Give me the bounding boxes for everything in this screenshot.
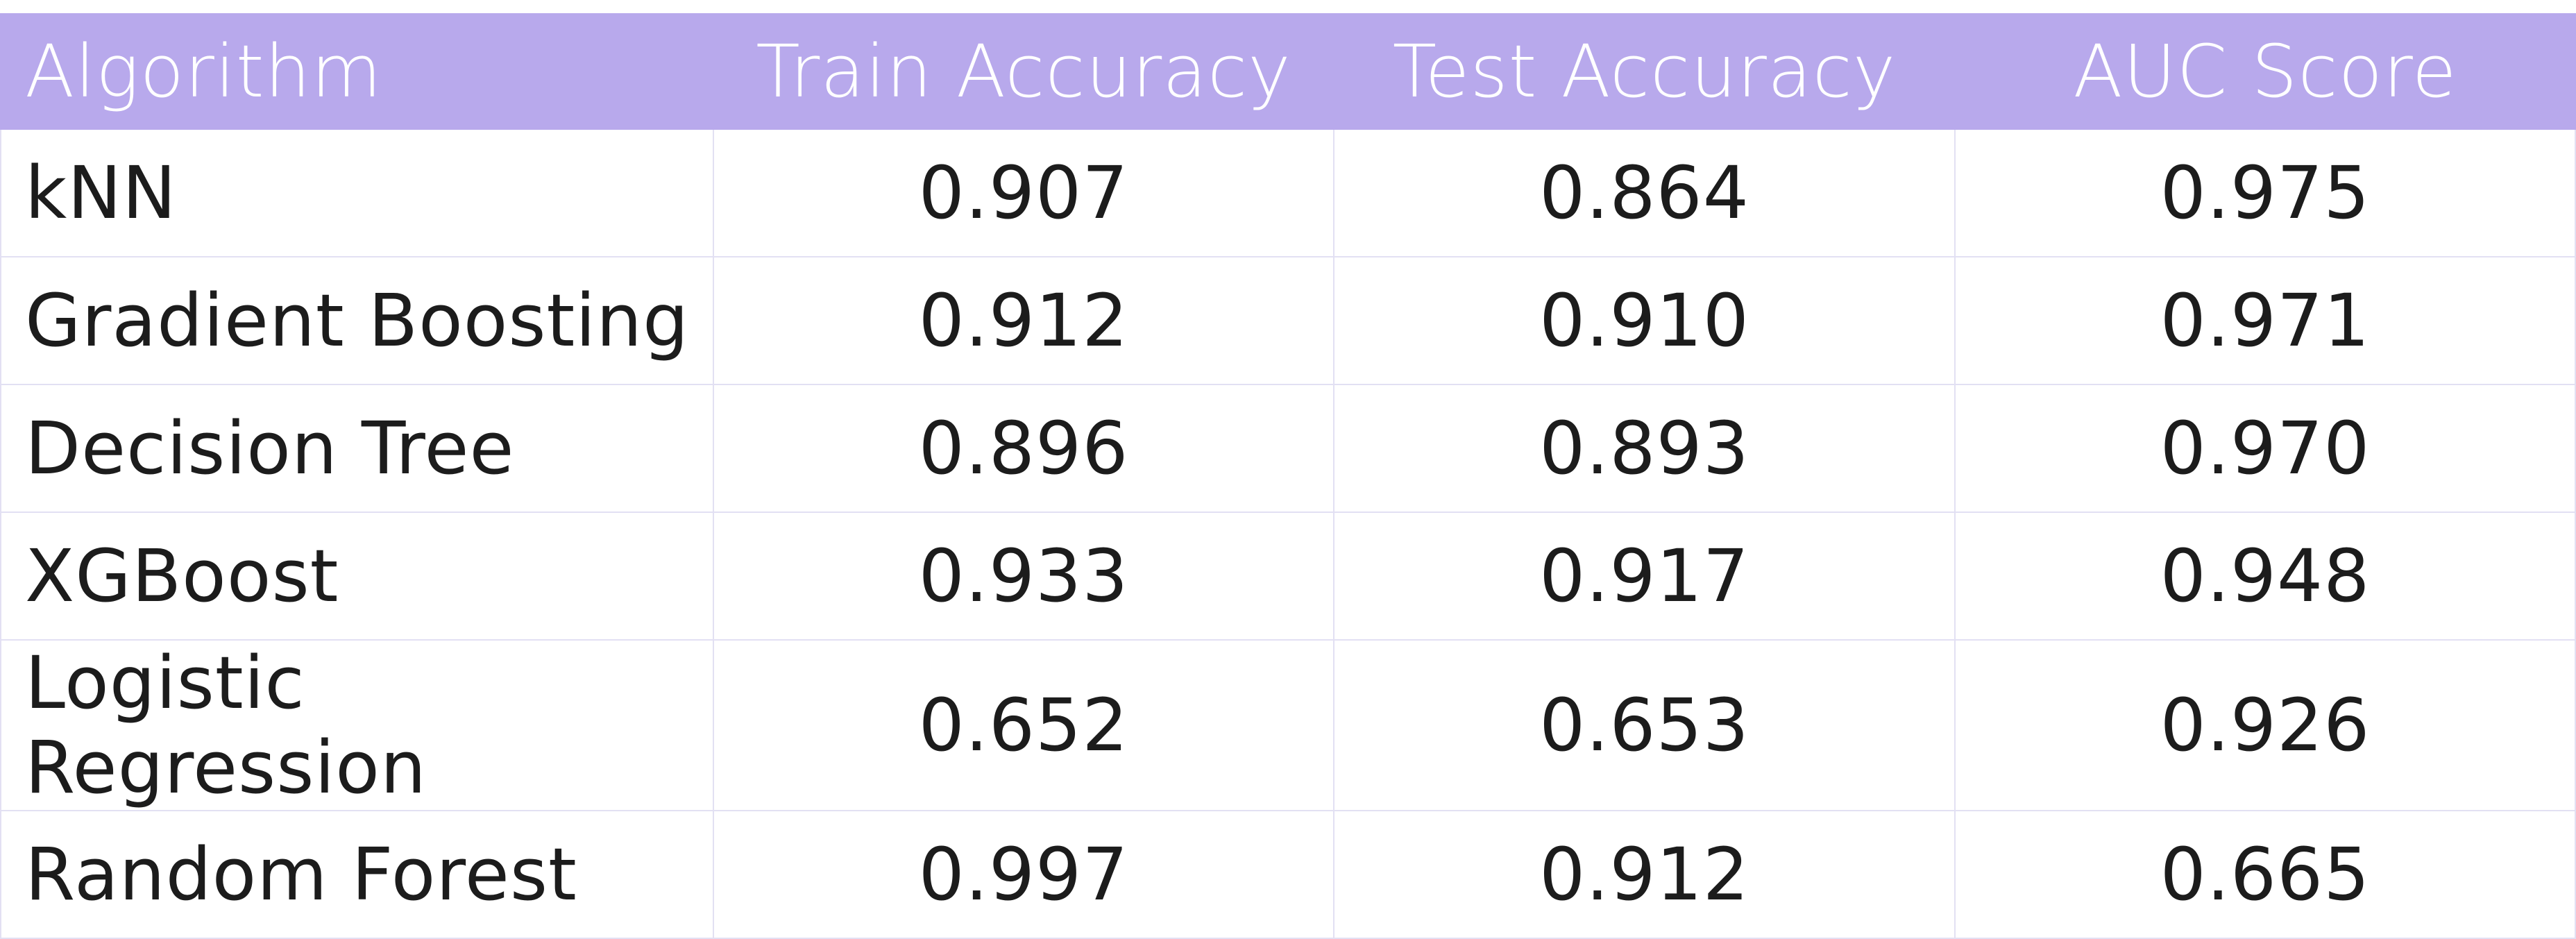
test-accuracy-cell: 0.917 (1333, 511, 1956, 641)
train-accuracy-cell: 0.907 (713, 128, 1334, 257)
algorithm-cell: kNN (0, 128, 714, 257)
test-accuracy-cell: 0.653 (1333, 639, 1956, 811)
header-row: Algorithm Train Accuracy Test Accuracy A… (0, 13, 2576, 130)
algorithm-cell: Gradient Boosting (0, 256, 714, 385)
results-table: Algorithm Train Accuracy Test Accuracy A… (0, 13, 2576, 939)
header-train-accuracy: Train Accuracy (713, 13, 1334, 130)
algorithm-cell: Decision Tree (0, 384, 714, 513)
test-accuracy-cell: 0.864 (1333, 128, 1956, 257)
table-row: Gradient Boosting 0.912 0.910 0.971 (0, 256, 2576, 385)
header-algorithm: Algorithm (0, 13, 714, 130)
train-accuracy-cell: 0.896 (713, 384, 1334, 513)
table-row: Decision Tree 0.896 0.893 0.970 (0, 384, 2576, 513)
table-row: Random Forest 0.997 0.912 0.665 (0, 810, 2576, 939)
table-row: kNN 0.907 0.864 0.975 (0, 128, 2576, 257)
train-accuracy-cell: 0.912 (713, 256, 1334, 385)
test-accuracy-cell: 0.893 (1333, 384, 1956, 513)
train-accuracy-cell: 0.652 (713, 639, 1334, 811)
algorithm-cell: XGBoost (0, 511, 714, 641)
train-accuracy-cell: 0.933 (713, 511, 1334, 641)
test-accuracy-cell: 0.910 (1333, 256, 1956, 385)
test-accuracy-cell: 0.912 (1333, 810, 1956, 939)
auc-score-cell: 0.971 (1954, 256, 2576, 385)
table-row: Logistic Regression 0.652 0.653 0.926 (0, 639, 2576, 811)
header-auc-score: AUC Score (1954, 13, 2576, 130)
auc-score-cell: 0.948 (1954, 511, 2576, 641)
algorithm-cell: Random Forest (0, 810, 714, 939)
train-accuracy-cell: 0.997 (713, 810, 1334, 939)
auc-score-cell: 0.975 (1954, 128, 2576, 257)
table-row: XGBoost 0.933 0.917 0.948 (0, 511, 2576, 641)
algorithm-cell: Logistic Regression (0, 639, 714, 811)
auc-score-cell: 0.926 (1954, 639, 2576, 811)
header-test-accuracy: Test Accuracy (1333, 13, 1956, 130)
auc-score-cell: 0.665 (1954, 810, 2576, 939)
auc-score-cell: 0.970 (1954, 384, 2576, 513)
